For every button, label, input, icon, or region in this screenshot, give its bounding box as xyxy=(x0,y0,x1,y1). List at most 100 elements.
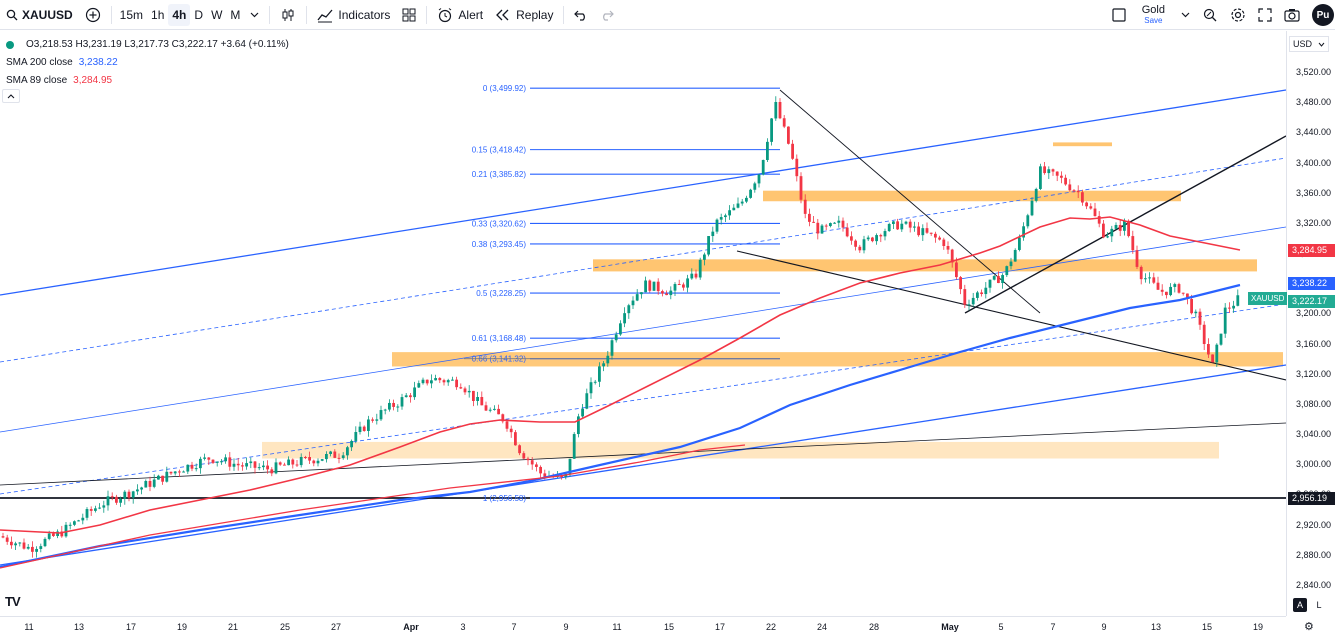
layout-name-button[interactable]: Gold Save xyxy=(1132,4,1175,25)
candle-body xyxy=(845,227,849,237)
indicators-label: Indicators xyxy=(338,7,391,22)
candle-body xyxy=(854,240,857,247)
timeframe-15m[interactable]: 15m xyxy=(119,7,144,22)
chart-pane[interactable]: 0 (3,499.92) 0.15 (3,418.42) 0.21 (3,385.8… xyxy=(0,31,1286,616)
candle-body xyxy=(1085,202,1088,207)
candle-body xyxy=(619,323,622,335)
quick-search-button[interactable] xyxy=(1196,0,1224,30)
timeframe-d[interactable]: D xyxy=(194,7,204,22)
divider xyxy=(426,5,428,24)
descending-trend-line xyxy=(779,89,1041,314)
candle-body xyxy=(661,291,664,294)
layout-menu-button[interactable] xyxy=(1175,0,1196,30)
chevron-down-icon xyxy=(1318,42,1325,47)
candle-body xyxy=(337,457,341,459)
candle-body xyxy=(766,141,769,161)
timeframe-w[interactable]: W xyxy=(211,7,223,22)
symbol-search[interactable]: XAUUSD xyxy=(0,0,79,30)
timeframe-4h[interactable]: 4h xyxy=(168,3,191,26)
fib-level-label: 0.61 (3,168.48) xyxy=(472,334,527,343)
candle-body xyxy=(602,363,605,367)
candle-body xyxy=(144,481,148,488)
candle-body xyxy=(1097,216,1101,224)
time-tick-label: 9 xyxy=(1101,622,1107,632)
candle-body xyxy=(362,426,366,431)
layout-toggle-button[interactable] xyxy=(1106,0,1132,30)
fib-level-label: 1 (2,956.58) xyxy=(483,494,526,503)
candle-body xyxy=(745,197,748,202)
candle-body xyxy=(14,543,17,546)
candle-body xyxy=(228,457,232,467)
undo-button[interactable] xyxy=(568,0,594,30)
candle-body xyxy=(127,491,131,498)
price-tick-label: 3,120.00 xyxy=(1295,368,1331,379)
fib-level-label: 0.33 (3,320.62) xyxy=(472,219,527,228)
candle-body xyxy=(913,226,916,228)
candle-body xyxy=(1148,277,1151,279)
long-trend-line xyxy=(0,422,1286,486)
candle-body xyxy=(270,469,274,474)
candle-body xyxy=(236,463,240,466)
candle-body xyxy=(1131,236,1135,251)
currency-selector[interactable]: USD xyxy=(1289,36,1329,52)
replay-button[interactable]: Replay xyxy=(489,0,559,30)
legend-collapse-button[interactable] xyxy=(2,89,20,103)
channel-inner-line xyxy=(0,226,1286,433)
candle-body xyxy=(1055,171,1059,176)
candle-body xyxy=(1114,224,1118,229)
candle-body xyxy=(1211,354,1214,363)
settings-button[interactable] xyxy=(1224,0,1252,30)
time-axis[interactable]: 11 13 17 19 21 25 27 Apr 3 7 9 11 15 17 22 24 28 May 5 7 9 13… xyxy=(0,616,1286,637)
candle-body xyxy=(1064,177,1067,185)
time-tick-label: 17 xyxy=(125,622,137,632)
chart-type-button[interactable] xyxy=(274,0,302,30)
candle-body xyxy=(203,457,206,459)
candle-body xyxy=(1207,344,1210,355)
candle-body xyxy=(866,237,870,240)
candle-body xyxy=(925,228,929,233)
candle-body xyxy=(60,531,64,537)
candle-body xyxy=(946,245,950,250)
price-axis[interactable]: 3,520.00 3,480.00 3,440.00 3,400.00 3,360.00… xyxy=(1286,31,1335,616)
price-chart[interactable]: 0 (3,499.92) 0.15 (3,418.42) 0.21 (3,385.8… xyxy=(0,31,1286,616)
price-badge: 3,284.95 xyxy=(1288,244,1335,258)
snapshot-button[interactable] xyxy=(1278,0,1306,30)
timeframe-1h[interactable]: 1h xyxy=(151,7,165,22)
axis-settings-gear-icon[interactable]: ⚙ xyxy=(1304,621,1314,633)
magic-search-icon xyxy=(1202,7,1218,23)
candle-body xyxy=(875,235,878,242)
log-scale-button[interactable]: L xyxy=(1316,600,1322,610)
candle-body xyxy=(934,233,937,238)
tradingview-logo[interactable]: TV xyxy=(5,594,21,609)
publish-button[interactable]: Pu xyxy=(1312,4,1334,26)
candle-body xyxy=(333,451,337,458)
alert-button[interactable]: Alert xyxy=(431,0,489,30)
candle-body xyxy=(938,237,941,240)
candle-body xyxy=(47,533,51,539)
sma89-row[interactable]: SMA 89 close 3,284.95 xyxy=(6,72,289,90)
candle-body xyxy=(1,536,5,538)
candle-body xyxy=(1005,266,1009,276)
time-tick-label: 5 xyxy=(998,622,1004,632)
time-tick-label: 19 xyxy=(1252,622,1264,632)
indicators-icon xyxy=(317,7,333,23)
candle-body xyxy=(81,517,85,521)
candle-body xyxy=(136,489,139,492)
candle-body xyxy=(635,294,639,301)
fullscreen-button[interactable] xyxy=(1252,0,1278,30)
time-tick-label: 17 xyxy=(714,622,726,632)
compare-button[interactable] xyxy=(79,0,107,30)
timeframe-dropdown[interactable] xyxy=(244,0,265,30)
indicators-button[interactable]: Indicators xyxy=(311,0,396,30)
candle-body xyxy=(484,405,488,411)
candle-body xyxy=(816,222,820,234)
timeframe-m[interactable]: M xyxy=(230,7,241,22)
sma200-row[interactable]: SMA 200 close 3,238.22 xyxy=(6,54,289,72)
templates-button[interactable] xyxy=(396,0,422,30)
auto-scale-button[interactable]: A xyxy=(1293,598,1307,612)
candle-body xyxy=(682,284,685,288)
candle-body xyxy=(1194,311,1198,314)
add-circle-icon xyxy=(85,7,101,23)
candle-body xyxy=(1152,277,1156,283)
redo-button[interactable] xyxy=(594,0,620,30)
